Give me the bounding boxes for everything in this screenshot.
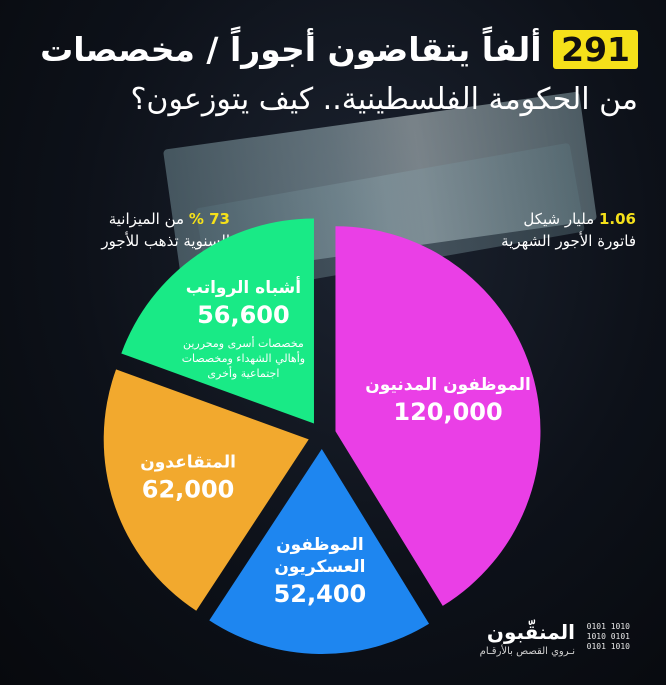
slice-label-civil: الموظفون المدنيون	[365, 375, 531, 395]
slice-value-quasi: 56,600	[197, 301, 290, 329]
slice-value-civil: 120,000	[393, 398, 502, 426]
headline-line-2: من الحكومة الفلسطينية.. كيف يتوزعون؟	[130, 82, 638, 117]
slice-note-quasi-2: اجتماعية وأخرى	[207, 366, 279, 380]
brand-name: المنقّبون	[486, 620, 575, 644]
headline-line-1: 291 ألفاً يتقاضون أجوراً / مخصصات	[18, 30, 638, 69]
pie-slice-quasi	[121, 218, 314, 424]
budget-share-text-2: السنوية تذهب للأجور	[101, 232, 230, 250]
slice-label-quasi: أشباه الرواتب	[186, 276, 301, 298]
pie-slice-retirees	[103, 369, 309, 611]
slice-label-military-2: العسكريون	[274, 557, 365, 577]
pie-slice-civil	[335, 226, 541, 606]
budget-share-stat: 73 % من الميزانية السنوية تذهب للأجور	[30, 208, 230, 252]
headline-text-1: ألفاً يتقاضون أجوراً / مخصصات	[40, 30, 542, 69]
headline-number: 291	[553, 30, 638, 69]
slice-label-military-1: الموظفون	[276, 535, 364, 555]
brand-logo: المنقّبون نـروي القصص بالأرقـام 0101 101…	[460, 620, 630, 660]
monthly-bill-text-1: مليار شيكل	[523, 210, 595, 228]
slice-label-retirees: المتقاعدون	[140, 452, 236, 472]
brand-binary-icon: 0101 1010 1010 0101 0101 1010	[586, 622, 630, 651]
slice-value-retirees: 62,000	[142, 475, 235, 503]
budget-share-text-1: من الميزانية	[108, 210, 185, 228]
brand-tagline: نـروي القصص بالأرقـام	[479, 646, 575, 657]
slice-note-quasi-0: مخصصات أسرى ومحررين	[183, 336, 304, 350]
monthly-bill-text-2: فاتورة الأجور الشهرية	[501, 232, 636, 250]
monthly-bill-number: 1.06	[598, 210, 636, 228]
slice-note-quasi-1: وأهالي الشهداء ومخصصات	[182, 351, 305, 365]
slice-value-military: 52,400	[274, 580, 367, 608]
budget-share-number: 73 %	[188, 210, 230, 228]
monthly-bill-stat: 1.06 مليار شيكل فاتورة الأجور الشهرية	[436, 208, 636, 252]
pie-slice-military	[209, 448, 430, 654]
